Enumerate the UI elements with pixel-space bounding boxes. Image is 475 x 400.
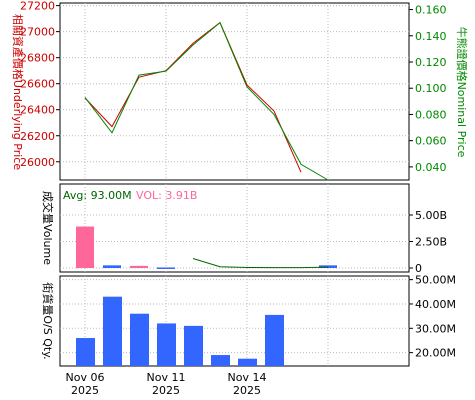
os-qty-bar [103,296,122,366]
x-label-nov11-year: 2025 [152,384,180,397]
volume-tick-label: 5.00B [415,209,447,222]
volume-bar [319,265,337,268]
volume-avg-text: Avg: 93.00M [63,189,132,202]
os-qty-bar [76,338,95,366]
nominal-price-axis-label: 牛熊證價格Nominal Price [455,27,469,158]
os-tick-label: 50.00M [415,274,456,287]
gridlines [56,3,413,366]
volume-bar [76,226,94,268]
right-tick-label: 0.100 [415,82,447,95]
left-tick-label: 27200 [20,0,55,13]
volume-bar [130,265,148,268]
os-qty-bar [184,325,203,366]
os-qty-bar [265,314,284,366]
price-panel-frame [59,2,410,181]
underlying-price-line [84,21,302,173]
os-qty-axis-label: 街貨量O/S Qty. [41,282,55,359]
left-tick-label: 26400 [20,104,55,117]
volume-avg-line [192,257,329,269]
left-tick-label: 26200 [20,130,55,143]
os-qty-bar [211,355,230,366]
os-qty-bar [130,313,149,366]
underlying-price-axis-label: 相關資產價格Underlying Price [11,14,25,170]
os-tick-label: 40.00M [415,298,456,311]
os-tick-label: 30.00M [415,322,456,335]
x-label-nov14-year: 2025 [233,384,261,397]
chart-marks [76,21,337,366]
left-tick-label: 26000 [20,156,55,169]
os-qty-bar [238,358,257,366]
tick-labels: 26000 26200 26400 26600 26800 27000 27200 0.040… [20,0,456,360]
right-tick-label: 0.040 [415,161,447,174]
volume-vol-text: VOL: 3.91B [136,189,197,202]
os-qty-bar [157,323,176,366]
volume-tick-label: 2.50B [415,236,447,249]
right-tick-label: 0.120 [415,56,447,69]
left-tick-label: 26800 [20,52,55,65]
left-tick-label: 27000 [20,26,55,39]
volume-panel-frame [59,183,410,273]
left-tick-label: 26600 [20,78,55,91]
right-tick-label: 0.140 [415,30,447,43]
volume-bar [157,267,175,269]
volume-axis-label: 成交量Volume [41,191,55,265]
volume-tick-label: 0 [415,262,422,275]
x-label-nov06-day: Nov 06 [66,371,105,384]
x-label-nov14-day: Nov 14 [228,371,267,384]
volume-bar [103,265,121,268]
right-tick-label: 0.160 [415,4,447,17]
os-tick-label: 20.00M [415,347,456,360]
right-tick-label: 0.080 [415,108,447,121]
right-tick-label: 0.060 [415,135,447,148]
x-label-nov11-day: Nov 11 [147,371,186,384]
nominal-price-line [84,21,329,181]
x-label-nov06-year: 2025 [71,384,99,397]
